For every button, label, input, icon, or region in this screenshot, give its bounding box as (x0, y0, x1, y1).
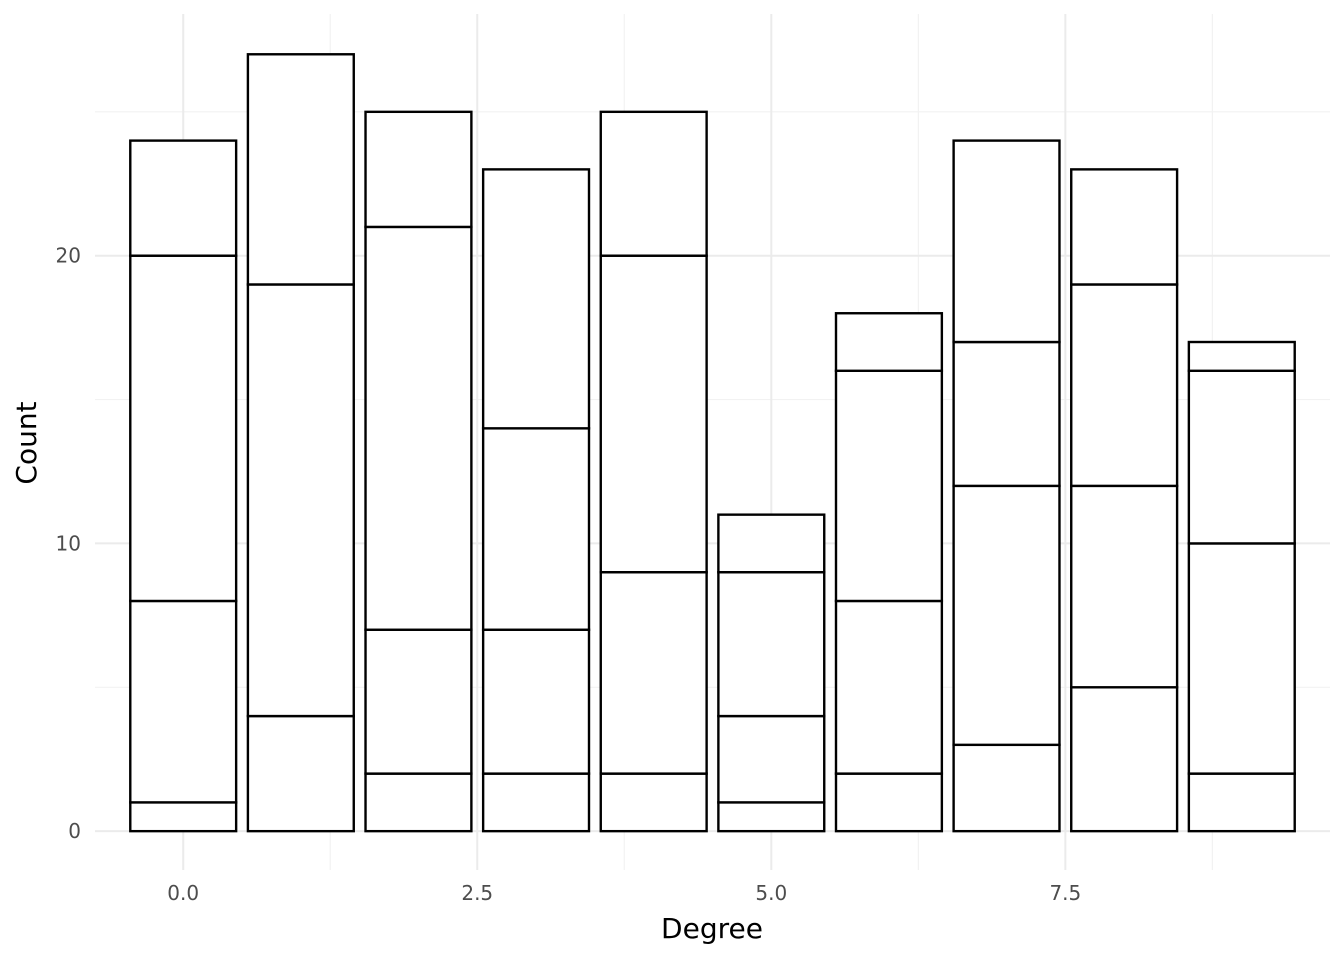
bar-stack (717, 513, 826, 833)
bar-segment (717, 513, 826, 574)
y-axis-title: Count (10, 401, 43, 484)
bar-segment (364, 628, 473, 775)
bar-segment (129, 139, 238, 257)
bar-segment (364, 225, 473, 631)
bar-segment (717, 801, 826, 833)
bar-segment (599, 772, 708, 833)
bar-segment (364, 110, 473, 229)
bar-segment (717, 570, 826, 718)
bar-segment (481, 628, 591, 775)
bar-segment (1187, 772, 1296, 833)
bar-stack (952, 139, 1061, 833)
bar-segment (129, 254, 238, 603)
bar-stack (1187, 340, 1296, 833)
bar-segment (481, 168, 591, 430)
bar-segment (481, 772, 591, 833)
bar-segment (246, 283, 355, 718)
y-axis-ticks: 0 10 20 (56, 244, 81, 843)
bar-segment (952, 484, 1061, 747)
bar-stack (129, 139, 238, 833)
bars (129, 53, 1296, 833)
bar-segment (717, 714, 826, 804)
bar-stack (364, 110, 473, 833)
bar-segment (952, 139, 1061, 344)
bar-segment (1070, 484, 1179, 689)
bar-segment (1187, 542, 1296, 775)
bar-segment (952, 743, 1061, 833)
bar-segment (834, 599, 944, 775)
bar-segment (1070, 686, 1179, 833)
x-tick-label: 7.5 (1049, 881, 1081, 905)
bar-stack (599, 110, 708, 833)
x-tick-label: 0.0 (167, 881, 199, 905)
y-tick-label: 20 (56, 244, 81, 268)
y-tick-label: 10 (56, 531, 81, 555)
y-tick-label: 0 (68, 819, 81, 843)
bar-segment (834, 312, 944, 372)
bar-segment (246, 53, 355, 286)
bar-segment (1070, 168, 1179, 286)
bar-segment (1070, 283, 1179, 488)
bar-segment (599, 254, 708, 574)
bar-stack (1070, 168, 1179, 833)
bar-segment (1187, 369, 1296, 545)
bar-segment (599, 570, 708, 775)
x-tick-label: 5.0 (755, 881, 787, 905)
bar-segment (129, 599, 238, 804)
bar-segment (481, 427, 591, 631)
x-axis-ticks: 0.0 2.5 5.0 7.5 (167, 881, 1081, 905)
bar-segment (834, 369, 944, 603)
bar-stack (834, 312, 944, 833)
bar-segment (599, 110, 708, 257)
bar-segment (834, 772, 944, 833)
bar-segment (952, 340, 1061, 488)
bar-stack (481, 168, 591, 833)
bar-segment (364, 772, 473, 833)
x-tick-label: 2.5 (461, 881, 493, 905)
bar-stack (246, 53, 355, 833)
bar-segment (246, 714, 355, 833)
bar-segment (129, 801, 238, 833)
bar-segment (1187, 340, 1296, 372)
x-axis-title: Degree (661, 912, 763, 945)
